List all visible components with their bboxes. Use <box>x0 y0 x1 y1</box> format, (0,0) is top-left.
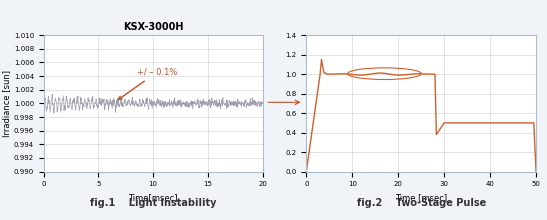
X-axis label: Time [msec]: Time [msec] <box>395 193 447 202</box>
X-axis label: Time[msec]: Time[msec] <box>129 193 178 202</box>
Text: fig.1    Light Instability: fig.1 Light Instability <box>90 198 217 208</box>
Text: +/ – 0.1%: +/ – 0.1% <box>118 68 177 99</box>
Y-axis label: Irradiance [sun]: Irradiance [sun] <box>2 70 11 137</box>
Title: KSX-3000H: KSX-3000H <box>123 22 183 32</box>
Text: fig.2    Two-Stage Pulse: fig.2 Two-Stage Pulse <box>357 198 486 208</box>
